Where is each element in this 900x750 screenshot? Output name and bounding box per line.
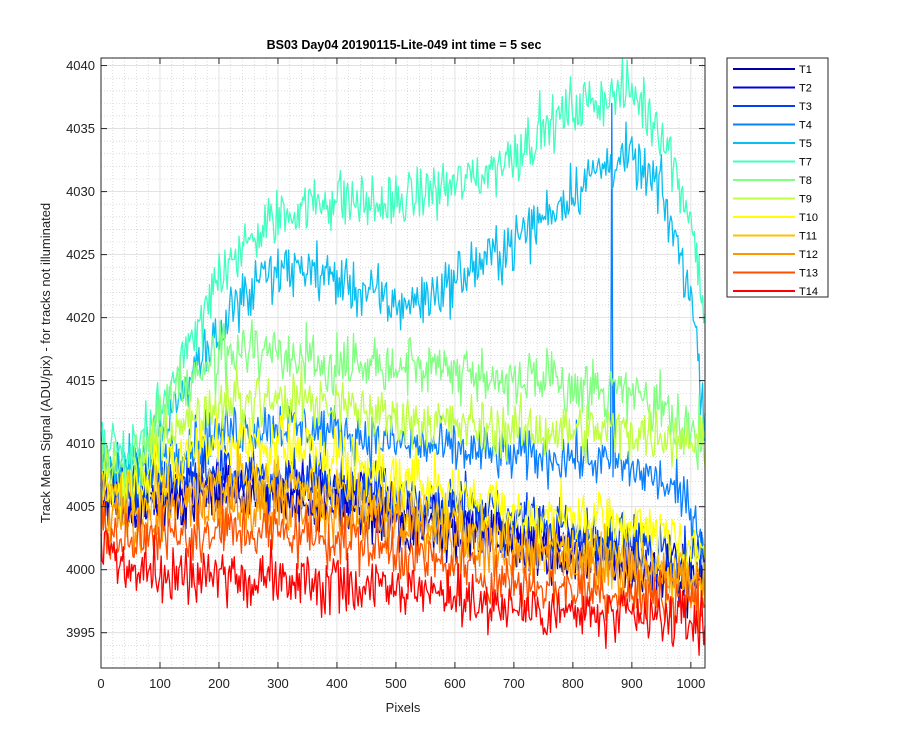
series-line-t12 [100, 473, 706, 609]
legend-label-t12: T12 [799, 249, 818, 261]
y-tick-label: 4015 [66, 373, 95, 388]
legend-box [726, 57, 829, 298]
x-tick-label: 800 [562, 676, 584, 691]
y-tick-label: 4020 [66, 310, 95, 325]
legend-label-t1: T1 [799, 64, 812, 76]
x-axis-label: Pixels [386, 700, 421, 715]
x-tick-label: 200 [208, 676, 230, 691]
y-tick-label: 4005 [66, 499, 95, 514]
plot-frame [100, 57, 706, 669]
legend-label-t4: T4 [799, 120, 812, 132]
series-line-t8 [100, 319, 706, 492]
series-line-t14 [100, 530, 706, 656]
legend-label-t2: T2 [799, 83, 812, 95]
legend-label-t3: T3 [799, 101, 812, 113]
series-line-t5 [100, 121, 706, 489]
y-axis-label: Track Mean Signal (ADU/pix) - for tracks… [38, 203, 53, 523]
legend-label-t7: T7 [799, 157, 812, 169]
legend-label-t9: T9 [799, 194, 812, 206]
axis-ticks [100, 58, 705, 668]
y-tick-label: 4040 [66, 58, 95, 73]
legend-label-t11: T11 [799, 231, 817, 243]
x-tick-label: 900 [621, 676, 643, 691]
x-tick-label: 700 [503, 676, 525, 691]
x-tick-label: 400 [326, 676, 348, 691]
x-tick-label: 300 [267, 676, 289, 691]
series-line-t7 [100, 57, 706, 484]
x-tick-label: 100 [149, 676, 171, 691]
y-tick-label: 4025 [66, 247, 95, 262]
series-line-t13 [100, 500, 706, 639]
x-tick-label: 600 [444, 676, 466, 691]
y-tick-labels: 3995 4000 4005 4010 4015 4020 4025 4030 4035 4040 [66, 58, 95, 640]
series-layer [100, 57, 706, 656]
legend: T1 T2 T3 T4 T5 T7 T8 T9 T10 T11 T12 T13 T14 [726, 57, 829, 298]
y-tick-label: 3995 [66, 625, 95, 640]
y-tick-label: 4030 [66, 184, 95, 199]
chart-title: BS03 Day04 20190115-Lite-049 int time = … [267, 38, 542, 52]
legend-label-t5: T5 [799, 138, 812, 150]
y-tick-label: 4035 [66, 121, 95, 136]
x-tick-labels: 0 100 200 300 400 500 600 700 800 900 1000 [97, 676, 705, 691]
y-tick-label: 4000 [66, 562, 95, 577]
x-tick-label: 0 [97, 676, 104, 691]
x-tick-label: 500 [385, 676, 407, 691]
y-tick-label: 4010 [66, 436, 95, 451]
legend-label-t8: T8 [799, 175, 812, 187]
legend-label-t13: T13 [799, 268, 818, 280]
legend-label-t14: T14 [799, 286, 818, 298]
series-line-t11 [100, 439, 706, 606]
x-tick-label: 1000 [676, 676, 705, 691]
series-line-t4 [100, 102, 706, 560]
legend-label-t10: T10 [799, 212, 818, 224]
